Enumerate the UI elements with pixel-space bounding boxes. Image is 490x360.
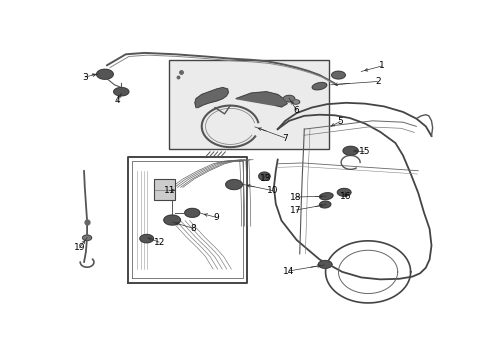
Text: 19: 19 xyxy=(74,243,85,252)
Text: 10: 10 xyxy=(268,186,279,195)
Polygon shape xyxy=(236,92,287,107)
Text: 13: 13 xyxy=(260,174,271,183)
Polygon shape xyxy=(185,208,200,217)
Bar xyxy=(154,179,175,200)
Text: 15: 15 xyxy=(359,147,370,156)
Polygon shape xyxy=(312,82,327,90)
Polygon shape xyxy=(164,215,180,225)
Text: 14: 14 xyxy=(283,266,294,275)
Text: 2: 2 xyxy=(375,77,381,86)
Text: 11: 11 xyxy=(164,186,175,195)
Text: 8: 8 xyxy=(191,224,196,233)
Polygon shape xyxy=(318,261,332,268)
Polygon shape xyxy=(319,201,331,208)
Text: 4: 4 xyxy=(115,96,120,105)
Text: 3: 3 xyxy=(82,72,88,81)
Polygon shape xyxy=(97,69,113,79)
Text: 7: 7 xyxy=(282,134,288,143)
Bar xyxy=(170,60,329,149)
Polygon shape xyxy=(284,95,295,102)
Text: 17: 17 xyxy=(290,206,302,215)
Polygon shape xyxy=(140,234,153,243)
Text: 1: 1 xyxy=(379,62,385,71)
Text: 18: 18 xyxy=(290,193,302,202)
Polygon shape xyxy=(114,87,129,96)
Polygon shape xyxy=(319,193,333,200)
Text: 5: 5 xyxy=(338,117,343,126)
Polygon shape xyxy=(83,235,92,240)
Text: 12: 12 xyxy=(153,238,165,247)
Polygon shape xyxy=(332,71,345,79)
Polygon shape xyxy=(195,87,228,108)
Polygon shape xyxy=(343,146,358,155)
Polygon shape xyxy=(226,180,243,190)
Text: 6: 6 xyxy=(294,106,299,115)
Polygon shape xyxy=(292,100,300,104)
Text: 16: 16 xyxy=(340,192,351,201)
Text: 9: 9 xyxy=(213,213,219,222)
Polygon shape xyxy=(259,172,270,180)
Polygon shape xyxy=(338,189,351,196)
